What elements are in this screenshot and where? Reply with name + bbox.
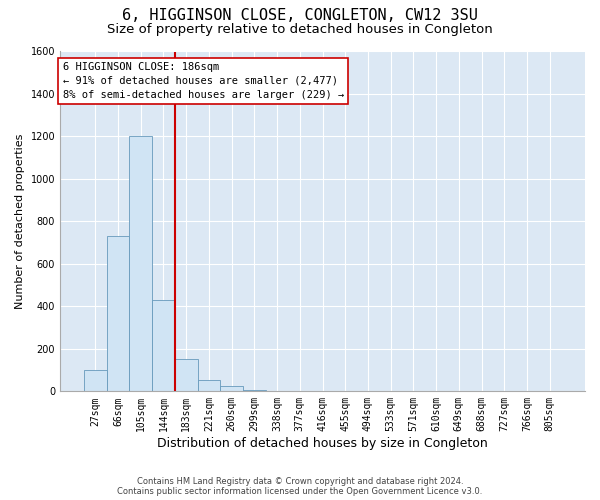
Bar	[84, 370, 107, 392]
Text: Contains public sector information licensed under the Open Government Licence v3: Contains public sector information licen…	[118, 487, 482, 496]
Bar	[130, 136, 152, 392]
Bar	[107, 236, 130, 392]
Bar	[197, 380, 220, 392]
Bar	[243, 390, 266, 392]
X-axis label: Distribution of detached houses by size in Congleton: Distribution of detached houses by size …	[157, 437, 488, 450]
Text: 6, HIGGINSON CLOSE, CONGLETON, CW12 3SU: 6, HIGGINSON CLOSE, CONGLETON, CW12 3SU	[122, 8, 478, 22]
Bar	[220, 386, 243, 392]
Bar	[152, 300, 175, 392]
Bar	[175, 360, 197, 392]
Y-axis label: Number of detached properties: Number of detached properties	[15, 134, 25, 309]
Text: 6 HIGGINSON CLOSE: 186sqm
← 91% of detached houses are smaller (2,477)
8% of sem: 6 HIGGINSON CLOSE: 186sqm ← 91% of detac…	[62, 62, 344, 100]
Text: Size of property relative to detached houses in Congleton: Size of property relative to detached ho…	[107, 22, 493, 36]
Text: Contains HM Land Registry data © Crown copyright and database right 2024.: Contains HM Land Registry data © Crown c…	[137, 477, 463, 486]
